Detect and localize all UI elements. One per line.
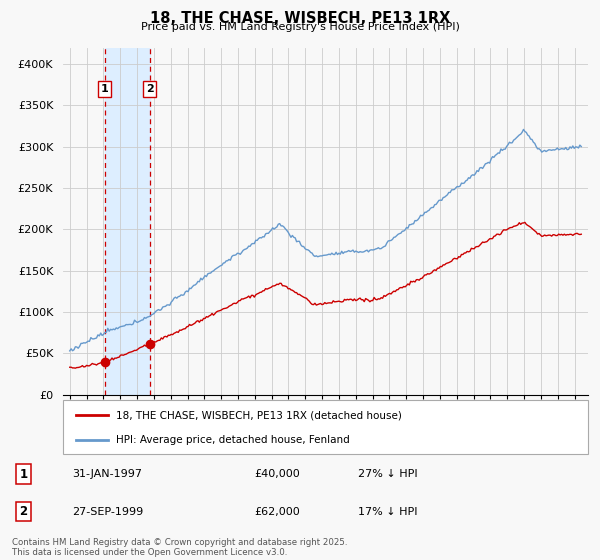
Bar xyxy=(105,48,149,395)
Text: Price paid vs. HM Land Registry's House Price Index (HPI): Price paid vs. HM Land Registry's House … xyxy=(140,22,460,32)
Text: 2: 2 xyxy=(146,84,154,94)
Text: 2: 2 xyxy=(19,505,28,518)
Text: 1: 1 xyxy=(19,468,28,481)
Text: £62,000: £62,000 xyxy=(254,507,299,517)
Text: 18, THE CHASE, WISBECH, PE13 1RX: 18, THE CHASE, WISBECH, PE13 1RX xyxy=(150,11,450,26)
FancyBboxPatch shape xyxy=(63,400,588,454)
Text: 27% ↓ HPI: 27% ↓ HPI xyxy=(358,469,417,479)
Text: HPI: Average price, detached house, Fenland: HPI: Average price, detached house, Fenl… xyxy=(115,435,349,445)
Text: Contains HM Land Registry data © Crown copyright and database right 2025.
This d: Contains HM Land Registry data © Crown c… xyxy=(12,538,347,557)
Text: 1: 1 xyxy=(101,84,109,94)
Text: £40,000: £40,000 xyxy=(254,469,299,479)
Text: 31-JAN-1997: 31-JAN-1997 xyxy=(73,469,142,479)
Text: 17% ↓ HPI: 17% ↓ HPI xyxy=(358,507,417,517)
Text: 27-SEP-1999: 27-SEP-1999 xyxy=(73,507,144,517)
Text: 18, THE CHASE, WISBECH, PE13 1RX (detached house): 18, THE CHASE, WISBECH, PE13 1RX (detach… xyxy=(115,410,401,421)
